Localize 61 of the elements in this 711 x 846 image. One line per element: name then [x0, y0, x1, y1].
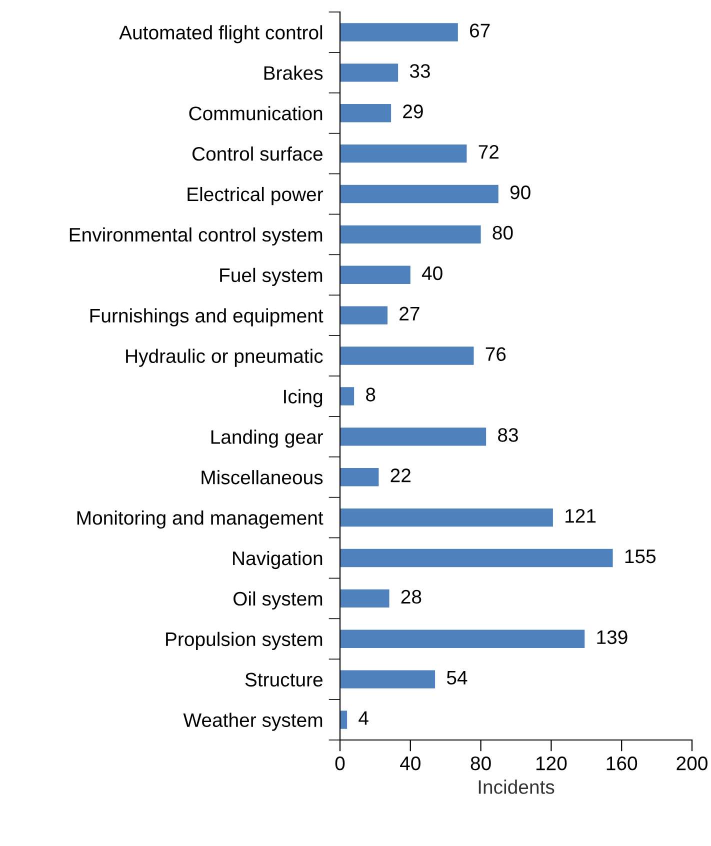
y-tick-label: Hydraulic or pneumatic	[126, 348, 323, 367]
y-tick-label: Brakes	[264, 66, 323, 80]
data-label: 4	[358, 711, 368, 725]
bar	[340, 548, 613, 568]
x-tick-label: 80	[470, 756, 491, 770]
data-label: 29	[403, 104, 423, 118]
data-label: 54	[446, 670, 468, 685]
data-label: 76	[486, 347, 506, 361]
data-label: 27	[400, 306, 420, 320]
bar	[340, 589, 390, 608]
x-tick-label: 0	[335, 756, 345, 770]
y-tick-label: Icing	[284, 389, 322, 408]
data-label: 121	[566, 509, 596, 523]
bar	[340, 428, 486, 446]
y-tick-label: Environmental control system	[70, 227, 322, 246]
bar	[340, 387, 354, 406]
y-tick-label: Communication	[189, 106, 322, 120]
data-label: 67	[470, 24, 490, 38]
bar	[340, 64, 398, 82]
y-tick-label: Weather system	[183, 712, 322, 731]
bar	[340, 184, 498, 204]
bar	[340, 710, 348, 729]
data-label: 72	[478, 145, 498, 159]
bar	[340, 266, 410, 284]
y-tick-label: Propulsion system	[166, 632, 322, 650]
x-tick-label: 40	[400, 756, 420, 770]
data-label: 139	[597, 630, 628, 644]
x-tick-label: 200	[676, 756, 708, 770]
y-tick-label: Furnishings and equipment	[90, 308, 324, 326]
x-axis-title: Incidents	[478, 780, 554, 794]
y-tick-label: Monitoring and management	[77, 510, 324, 529]
x-tick-label: 160	[606, 756, 638, 770]
data-label: 80	[492, 226, 513, 240]
bar	[340, 670, 436, 688]
y-tick-label: Electrical power	[188, 186, 324, 206]
y-tick-label: Miscellaneous	[202, 470, 323, 484]
y-tick-label: Navigation	[233, 550, 322, 570]
x-tick-label: 120	[536, 756, 567, 770]
y-tick-label: Control surface	[192, 146, 322, 161]
data-label: 8	[366, 388, 376, 402]
y-tick-label: Automated flight control	[119, 25, 322, 44]
data-label: 83	[498, 428, 518, 442]
data-label: 40	[422, 266, 442, 280]
bar	[340, 144, 467, 163]
bar	[340, 104, 392, 122]
bar	[340, 468, 379, 486]
data-label: 28	[401, 590, 422, 604]
data-label: 22	[390, 468, 410, 482]
y-tick-label: Landing gear	[211, 430, 324, 448]
data-label: 33	[410, 64, 430, 78]
y-tick-label: Fuel system	[220, 268, 322, 286]
data-label: 90	[510, 185, 530, 200]
y-tick-label: Structure	[245, 672, 322, 687]
data-label: 155	[625, 550, 656, 564]
bar	[340, 225, 481, 244]
bar	[340, 23, 458, 42]
bar	[340, 630, 585, 648]
bar	[340, 508, 553, 527]
bar	[340, 306, 388, 324]
bar	[340, 346, 474, 365]
y-tick-label: Oil system	[234, 591, 322, 610]
